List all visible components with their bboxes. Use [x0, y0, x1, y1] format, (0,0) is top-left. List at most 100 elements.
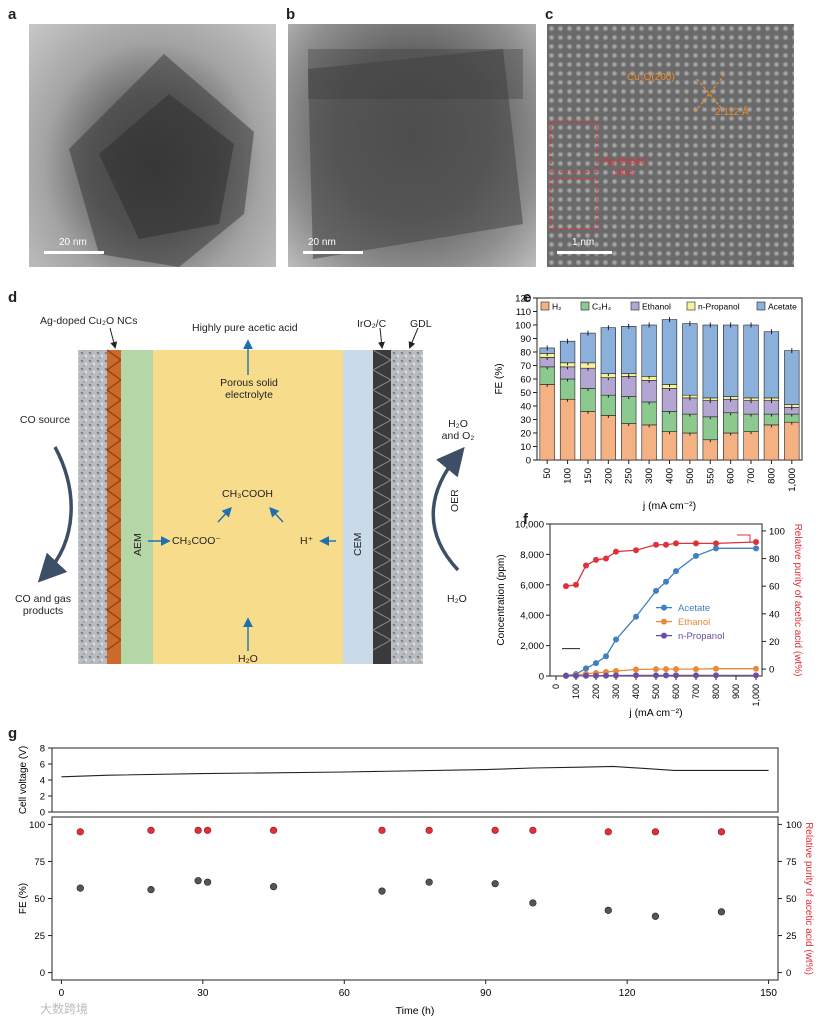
data-point-0 — [603, 653, 609, 660]
y-tick-label-f: 0 — [539, 672, 544, 683]
panel-label-a: a — [8, 6, 17, 23]
bar-segment-1 — [600, 394, 616, 416]
data-point-2 — [593, 672, 599, 679]
y-tick-label-g-voltage: 2 — [40, 792, 45, 803]
data-point-0 — [583, 665, 589, 672]
lattice-spacing-label: 2.112 Å — [715, 107, 749, 118]
data-point-0 — [593, 660, 599, 667]
fe-point — [529, 899, 537, 907]
x-tick-label-f: 900 — [731, 684, 741, 699]
scale-label-c: 1 nm — [572, 237, 595, 248]
data-point-2 — [693, 672, 699, 679]
co-flow-arrow — [37, 446, 73, 583]
panel-label-f: f — [523, 511, 528, 528]
x-tick-label-e: 150 — [583, 468, 594, 484]
aem-label: AEM — [132, 533, 144, 556]
hplus-label: H⁺ — [300, 535, 314, 547]
fe-point — [203, 878, 212, 886]
scale-bar-a — [44, 251, 104, 254]
y-tick-label-e: 100 — [515, 321, 531, 332]
data-point-0 — [693, 552, 699, 559]
y-tick-label-e: 90 — [520, 334, 531, 345]
y-axis-label-g-fe: FE (%) — [18, 883, 29, 914]
particle-shape-a — [69, 54, 254, 267]
y-axis-label-f: Concentration (ppm) — [496, 554, 507, 645]
purity-point — [76, 828, 84, 836]
data-point-0 — [663, 578, 669, 585]
y-tick-label-g-fe: 75 — [34, 857, 45, 868]
y2-tick-label-g: 100 — [786, 820, 802, 831]
data-point-0 — [753, 545, 759, 552]
data-point-3 — [713, 540, 719, 547]
y2-tick-label-g: 50 — [786, 894, 797, 905]
y2-tick-label-f: 100 — [769, 526, 785, 537]
h2o-o2-label: H₂O and O₂ — [441, 418, 475, 442]
x-tick-label-f: 800 — [711, 684, 721, 699]
y-tick-label-f: 2,000 — [520, 641, 544, 652]
legend-swatch-e — [580, 301, 590, 311]
purity-point — [378, 826, 386, 834]
y-tick-label-f: 4,000 — [520, 611, 544, 622]
scale-label-a: 20 nm — [59, 237, 87, 248]
bar-segment-0 — [784, 421, 800, 461]
watermark-text: 大数跨境 — [40, 1002, 89, 1016]
proton-arrow — [269, 506, 284, 523]
tem-image-a: 20 nm — [29, 24, 276, 267]
chart-f-concentration: 0 2,000 4,000 6,000 8,000 10,000 0 20 40 60 80 100 0… — [496, 520, 803, 720]
iro2-label: IrO₂/C — [357, 318, 387, 330]
data-point-3 — [653, 541, 659, 548]
data-point-1 — [613, 667, 619, 674]
x-tick-label-e: 50 — [542, 468, 553, 479]
legend-swatch-e — [540, 301, 550, 311]
y-axis-label-e: FE (%) — [494, 363, 505, 394]
y-tick-label-e: 20 — [520, 429, 531, 440]
legend-label-e: n-Propanol — [698, 302, 740, 312]
cem-label: CEM — [352, 532, 364, 556]
bar-segment-2 — [661, 388, 678, 412]
y2-axis-label-g: Relative purity of acetic acid (wt%) — [803, 822, 814, 975]
cathode-catalyst-layer — [105, 349, 123, 664]
x-tick-label-f: 500 — [651, 684, 661, 699]
x-tick-label-e: 500 — [685, 468, 696, 484]
y-tick-label-g-voltage: 8 — [40, 744, 45, 755]
y2-tick-label-f: 20 — [769, 637, 780, 648]
legend-swatch-e — [630, 301, 640, 311]
data-point-2 — [563, 672, 569, 679]
cell-schematic — [37, 327, 465, 664]
ag-nc-pointer — [109, 327, 118, 349]
ag-nc-label: Ag-doped Cu₂O NCs — [40, 315, 138, 327]
bar-segment-0 — [641, 424, 657, 461]
x-tick-label-f: 400 — [631, 684, 641, 699]
purity-point — [147, 826, 155, 834]
pse-label: Porous solid electrolyte — [220, 377, 278, 401]
y-tick-label-f: 10,000 — [515, 520, 544, 531]
oer-label: OER — [449, 489, 461, 512]
panel-label-c: c — [545, 6, 554, 23]
y-tick-label-e: 10 — [520, 442, 531, 453]
legend-label-f: n-Propanol — [678, 631, 724, 642]
x-axis-label-e: j (mA cm⁻²) — [642, 500, 696, 512]
aem-layer — [121, 350, 153, 664]
purity-point — [269, 826, 278, 834]
data-point-2 — [633, 672, 639, 679]
legend-label-f: Acetate — [678, 603, 710, 614]
data-point-2 — [673, 672, 679, 679]
legend-label-f: Ethanol — [678, 617, 710, 628]
y-tick-label-g-voltage: 6 — [40, 760, 45, 771]
purity-point — [194, 826, 202, 834]
x-tick-label-e: 300 — [644, 468, 655, 484]
cem-layer — [343, 350, 373, 664]
bar-segment-2 — [580, 367, 596, 389]
y2-tick-label-g: 25 — [786, 931, 797, 942]
y2-tick-label-g: 0 — [786, 968, 791, 979]
lattice-plane-label: Cu₂O(200) — [627, 72, 675, 83]
y2-tick-label-f: 0 — [769, 665, 774, 676]
y-tick-label-g-fe: 0 — [40, 968, 45, 979]
bar-segment-0 — [621, 423, 637, 461]
bar-segment-4 — [723, 324, 739, 397]
x-tick-label-e: 200 — [603, 468, 614, 484]
y2-tick-label-f: 40 — [769, 609, 780, 620]
x-tick-label-e: 100 — [563, 468, 574, 484]
fe-point — [76, 884, 84, 892]
bar-segment-1 — [621, 396, 637, 424]
